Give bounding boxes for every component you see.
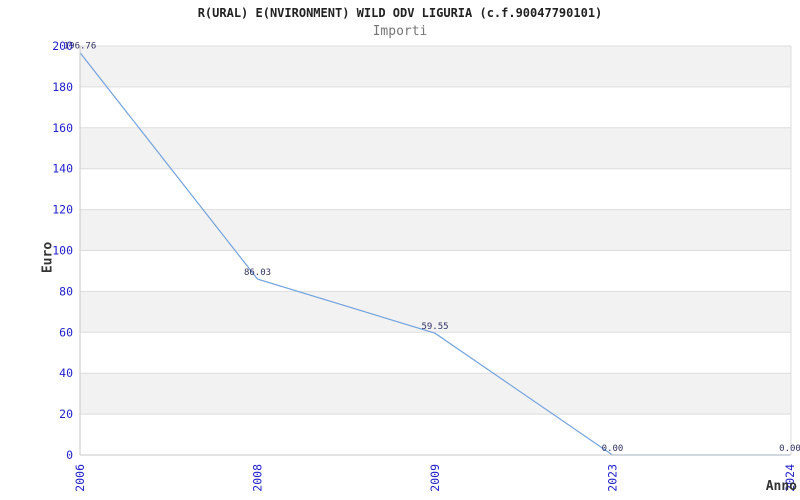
x-tick-label: 2024	[783, 464, 797, 492]
point-label: 59.55	[421, 322, 448, 332]
x-tick-label: 2006	[73, 464, 87, 492]
y-tick-label: 60	[59, 325, 73, 339]
x-tick-label: 2023	[606, 464, 620, 492]
plot-band	[80, 209, 791, 251]
y-tick-label: 100	[52, 244, 73, 258]
y-tick-label: 160	[52, 121, 73, 135]
point-label: 0.00	[602, 444, 624, 454]
plot-band	[80, 373, 791, 415]
chart-subtitle: Importi	[372, 24, 428, 39]
y-tick-label: 120	[52, 203, 73, 217]
x-tick-label: 2009	[428, 464, 442, 492]
point-label: 0.00	[779, 444, 800, 454]
x-tick-label: 2008	[251, 464, 265, 492]
x-axis-title: Anno	[766, 479, 797, 494]
y-tick-label: 140	[52, 162, 73, 176]
plot-band	[80, 291, 791, 333]
y-tick-label: 200	[52, 39, 73, 53]
point-label: 86.03	[244, 268, 271, 278]
plot-band	[80, 46, 791, 87]
chart-title: R(URAL) E(NVIRONMENT) WILD ODV LIGURIA (…	[197, 6, 603, 20]
point-label: 196.76	[64, 42, 97, 52]
y-tick-label: 80	[59, 284, 73, 298]
plot-band	[80, 127, 791, 169]
y-axis-title: Euro	[41, 242, 56, 273]
y-tick-label: 180	[52, 80, 73, 94]
y-tick-label: 0	[66, 448, 73, 462]
y-tick-label: 40	[59, 366, 73, 380]
y-tick-label: 20	[59, 407, 73, 421]
